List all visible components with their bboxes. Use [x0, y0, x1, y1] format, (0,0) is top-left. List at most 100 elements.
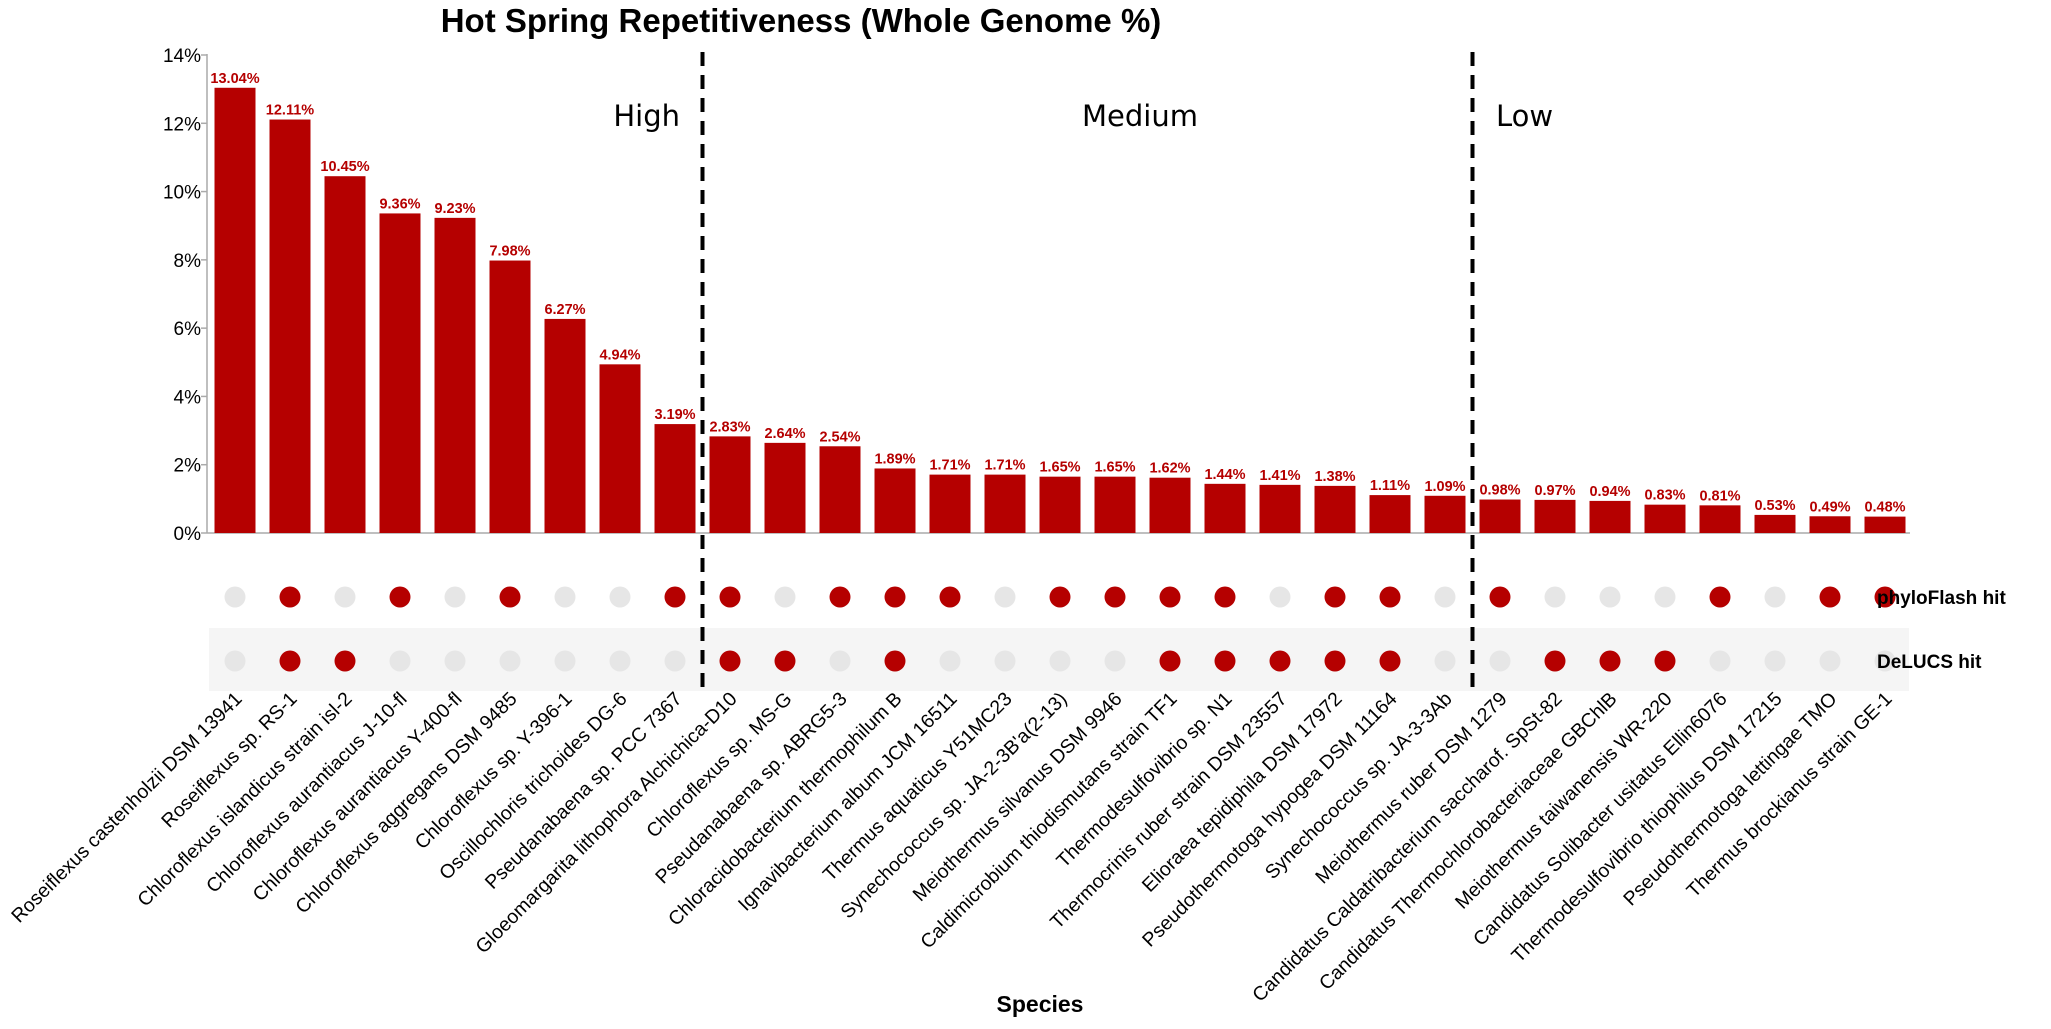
indicator-dot-miss — [1654, 586, 1676, 608]
bar — [1149, 477, 1191, 533]
indicator-dot-miss — [1874, 650, 1896, 672]
indicator-dot-hit — [1214, 586, 1236, 608]
indicator-dot-miss — [444, 650, 466, 672]
bar-data-label: 2.54% — [819, 429, 860, 445]
bar-data-label: 4.94% — [599, 347, 640, 363]
bar — [1204, 483, 1246, 533]
indicator-dot-hit — [719, 586, 741, 608]
bar-data-label: 9.36% — [379, 196, 420, 212]
bar — [324, 176, 366, 533]
indicator-dot-hit — [1544, 650, 1566, 672]
bar — [1369, 495, 1411, 533]
indicator-dot-hit — [1654, 650, 1676, 672]
bar-data-label: 6.27% — [544, 302, 585, 318]
bar — [1534, 499, 1576, 533]
bar — [1314, 485, 1356, 533]
bar-data-label: 1.62% — [1149, 461, 1190, 477]
indicator-dot-miss — [1599, 586, 1621, 608]
bar-data-label: 0.83% — [1644, 488, 1685, 504]
bar-data-label: 1.09% — [1424, 479, 1465, 495]
indicator-dot-hit — [279, 586, 301, 608]
indicator-dot-miss — [444, 586, 466, 608]
indicator-dot-hit — [884, 586, 906, 608]
bar — [1589, 500, 1631, 533]
zone-label: Low — [1496, 99, 1553, 133]
y-tick-label: 14% — [163, 46, 201, 67]
bar — [1644, 504, 1686, 533]
y-tick-label: 2% — [174, 456, 202, 477]
indicator-dot-hit — [1049, 586, 1071, 608]
indicator-dot-hit — [774, 650, 796, 672]
indicator-dot-hit — [1379, 650, 1401, 672]
bar — [489, 260, 531, 533]
bar-data-label: 0.97% — [1534, 483, 1575, 499]
indicator-dot-miss — [994, 650, 1016, 672]
category-tick-label: Pseudanabaena sp. PCC 7367 — [481, 688, 687, 894]
category-tick-label: Chloroflexus aurantiacus J-10-fl — [202, 688, 411, 897]
bar — [599, 364, 641, 533]
indicator-dot-hit — [1874, 586, 1896, 608]
indicator-dot-miss — [499, 650, 521, 672]
y-tick-label: 8% — [174, 251, 202, 272]
indicator-dot-miss — [1489, 650, 1511, 672]
indicator-row-label: phyloFlash hit — [1877, 588, 2006, 609]
bar — [1094, 476, 1136, 533]
bar — [214, 87, 256, 533]
bar-data-label: 1.65% — [1039, 460, 1080, 476]
indicator-dot-hit — [334, 650, 356, 672]
indicator-dot-miss — [609, 650, 631, 672]
indicator-dot-hit — [1819, 586, 1841, 608]
indicator-dot-miss — [774, 586, 796, 608]
indicator-dot-hit — [829, 586, 851, 608]
category-tick-label: Elioraea tepidiphila DSM 17972 — [1138, 688, 1347, 897]
category-tick-label: Pseudothermotoga hypogea DSM 11164 — [1138, 688, 1402, 952]
bar-data-label: 2.64% — [764, 426, 805, 442]
bar-data-label: 7.98% — [489, 244, 530, 260]
bar-data-label: 2.83% — [709, 419, 750, 435]
indicator-dot-miss — [554, 650, 576, 672]
y-tick-label: 4% — [174, 387, 202, 408]
indicator-dot-hit — [389, 586, 411, 608]
indicator-dot-miss — [554, 586, 576, 608]
bar-data-label: 1.71% — [929, 458, 970, 474]
indicator-dot-hit — [499, 586, 521, 608]
indicator-dot-miss — [1434, 586, 1456, 608]
bar — [874, 468, 916, 533]
bar-data-label: 10.45% — [320, 159, 369, 175]
bar-data-label: 1.89% — [874, 451, 915, 467]
x-axis-label: Species — [997, 991, 1084, 1017]
indicator-dot-hit — [1159, 650, 1181, 672]
bar — [1479, 499, 1521, 533]
indicator-dot-hit — [1269, 650, 1291, 672]
indicator-dot-miss — [1764, 586, 1786, 608]
y-tick-label: 10% — [163, 183, 201, 204]
bar — [1039, 476, 1081, 533]
bar-data-label: 12.11% — [266, 103, 314, 119]
indicator-row-label: DeLUCS hit — [1877, 652, 1982, 673]
bar — [544, 318, 586, 533]
zone-label: High — [613, 99, 680, 133]
indicator-dot-miss — [389, 650, 411, 672]
bar-data-label: 1.11% — [1370, 478, 1410, 494]
bar — [434, 217, 476, 533]
indicator-dot-miss — [224, 586, 246, 608]
bar-data-label: 1.38% — [1314, 469, 1355, 485]
indicator-dot-hit — [1324, 650, 1346, 672]
indicator-dot-hit — [1159, 586, 1181, 608]
indicator-dot-miss — [829, 650, 851, 672]
bar — [764, 442, 806, 533]
bar-data-label: 0.81% — [1699, 488, 1740, 504]
indicator-dot-hit — [1214, 650, 1236, 672]
bar — [1699, 505, 1741, 533]
bar — [269, 119, 311, 533]
indicator-dot-hit — [1599, 650, 1621, 672]
indicator-dot-miss — [939, 650, 961, 672]
indicator-dot-miss — [334, 586, 356, 608]
bar — [929, 474, 971, 533]
indicator-dot-miss — [224, 650, 246, 672]
category-tick-label: Caldimicrobium thiodismutans strain TF1 — [916, 688, 1181, 953]
bar — [1754, 514, 1796, 533]
indicator-dot-miss — [1434, 650, 1456, 672]
